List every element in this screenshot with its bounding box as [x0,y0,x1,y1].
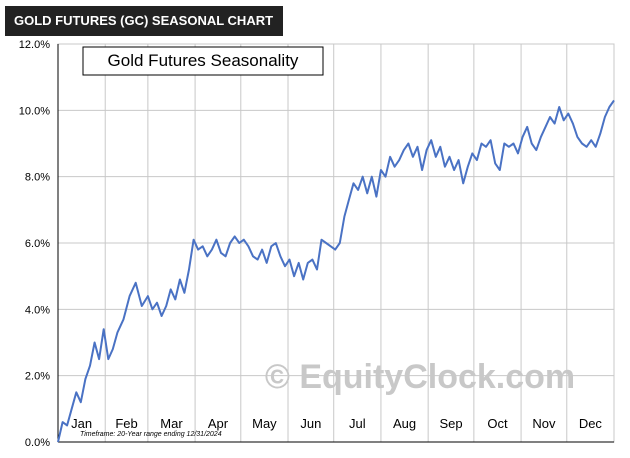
y-tick-label: 0.0% [25,437,50,449]
x-tick-label: Dec [579,416,603,431]
x-tick-label: Jul [349,416,366,431]
x-tick-label: Sep [439,416,462,431]
chart-title-box [82,46,324,76]
x-tick-label: May [252,416,277,431]
y-tick-label: 12.0% [19,39,50,51]
x-tick-label: Aug [393,416,416,431]
y-tick-label: 8.0% [25,172,50,184]
y-tick-label: 6.0% [25,238,50,250]
x-tick-label: Nov [532,416,556,431]
series-layer [57,99,615,443]
y-tick-label: 4.0% [25,304,50,316]
chart-header-title: GOLD FUTURES (GC) SEASONAL CHART [14,13,274,28]
chart-header: GOLD FUTURES (GC) SEASONAL CHART [5,6,284,36]
series-line [57,99,615,443]
chart-title: Gold Futures Seasonality [108,51,299,70]
watermark: © EquityClock.com [265,358,575,396]
x-tick-label: Apr [208,416,229,431]
x-tick-label: Oct [487,416,508,431]
x-tick-label: Jun [300,416,321,431]
y-tick-label: 10.0% [19,105,50,117]
title-layer: Gold Futures Seasonality [82,46,324,76]
y-tick-label: 2.0% [25,371,50,383]
chart-footnote: Timeframe: 20-Year range ending 12/31/20… [80,431,222,438]
x-tick-label: Jan [71,416,92,431]
x-tick-label: Mar [160,416,183,431]
axis-layer: 0.0% 2.0% 4.0% 6.0% 8.0% 10.0% 12.0% Jan Feb Mar A… [19,39,615,449]
x-tick-label: Feb [115,416,137,431]
